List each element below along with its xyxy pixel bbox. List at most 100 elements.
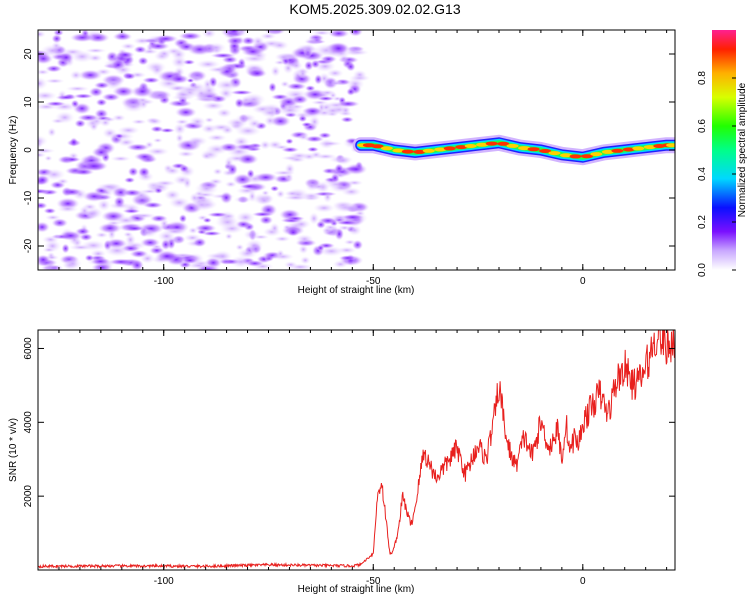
signal-hotspot (497, 141, 510, 146)
heatmap-cell (131, 212, 157, 219)
signal-hotspot (569, 154, 582, 159)
heatmap-cell (112, 32, 133, 41)
heatmap-cell (130, 259, 144, 270)
heatmap-cell (123, 177, 136, 184)
signal-hotspot (653, 144, 666, 148)
heatmap-cell (206, 134, 227, 142)
heatmap-cell (248, 190, 257, 203)
heatmap-cell (256, 195, 272, 206)
y-tick-label: -10 (23, 190, 34, 205)
heatmap-cell (140, 188, 159, 194)
heatmap-cell (270, 40, 289, 51)
heatmap-cell (131, 119, 147, 125)
heatmap-cell (160, 238, 171, 251)
heatmap-cell (338, 255, 357, 261)
signal-hotspot (392, 148, 405, 153)
heatmap-cell (324, 106, 342, 116)
heatmap-cell (340, 105, 351, 116)
signal-hotspot (539, 149, 552, 153)
heatmap-cell (174, 118, 190, 125)
heatmap-cell (253, 172, 278, 183)
signal-hotspot (401, 149, 414, 154)
heatmap-cell (137, 56, 149, 66)
x-tick-label: -50 (366, 276, 381, 287)
heatmap-cell (133, 152, 156, 162)
colorbar: 0.0 0.2 0.4 0.6 0.8 Normalized spectral ampl… (697, 30, 748, 277)
heatmap-cell (45, 64, 63, 73)
colorbar-tick-label: 0.4 (697, 167, 708, 181)
heatmap-cell (276, 249, 285, 258)
heatmap-cell (187, 136, 202, 149)
heatmap-cell (38, 148, 56, 154)
heatmap-cell (219, 191, 233, 205)
heatmap-cell (43, 207, 57, 214)
heatmap-cell (316, 96, 335, 102)
heatmap-cell (215, 215, 240, 229)
snr-ticks: -100 -50 0 2000 4000 6000 (23, 330, 675, 587)
heatmap-cell (142, 201, 164, 209)
heatmap-cell (127, 166, 139, 177)
heatmap-cell (202, 101, 225, 111)
heatmap-cell (120, 42, 136, 50)
heatmap-cell (179, 164, 190, 173)
heatmap-cell (38, 202, 48, 210)
heatmap-cell (177, 150, 195, 158)
heatmap-cell (348, 30, 363, 37)
heatmap-cell (101, 116, 117, 123)
heatmap-cell (69, 137, 79, 147)
heatmap-cell (322, 191, 333, 203)
heatmap-cell (233, 196, 252, 204)
heatmap-cell (251, 35, 265, 47)
heatmap-cell (182, 176, 192, 190)
heatmap-cell (233, 143, 260, 151)
heatmap-cell (313, 203, 335, 213)
signal-hotspot (590, 152, 603, 157)
heatmap-cell (113, 215, 139, 226)
spectrogram-ylabel: Frequency (Hz) (8, 116, 19, 185)
heatmap-cell (298, 244, 309, 255)
heatmap-cell (56, 178, 70, 185)
heatmap-cell (90, 257, 111, 266)
heatmap-cell (318, 246, 345, 257)
heatmap-cell (304, 37, 322, 46)
heatmap-cell (57, 205, 79, 213)
heatmap-cell (97, 199, 111, 212)
heatmap-cell (269, 222, 280, 234)
heatmap-cell (122, 100, 145, 113)
heatmap-cell (288, 152, 310, 160)
heatmap-cell (207, 212, 229, 218)
heatmap-cell (210, 52, 236, 59)
heatmap-cell (122, 188, 143, 197)
heatmap-cell (225, 36, 245, 46)
heatmap-cell (112, 85, 135, 98)
colorbar-ticks: 0.0 0.2 0.4 0.6 0.8 (697, 71, 736, 277)
heatmap-cell (77, 113, 100, 122)
heatmap-cell (38, 254, 51, 265)
heatmap-cell (295, 234, 314, 244)
signal-hotspot (434, 147, 447, 152)
colorbar-tick-label: 0.0 (697, 263, 708, 277)
heatmap-cell (329, 183, 353, 193)
snr-xlabel: Height of straight line (km) (298, 584, 415, 595)
heatmap-cell (269, 30, 280, 34)
heatmap-cell (346, 87, 356, 96)
heatmap-cell (305, 180, 319, 192)
heatmap-cell (207, 66, 230, 73)
heatmap-cell (340, 116, 355, 123)
heatmap-cell (140, 253, 155, 264)
snr-ylabel: SNR (10 * v/v) (8, 418, 19, 482)
heatmap-cell (38, 174, 51, 186)
snr-series-line (38, 330, 675, 570)
signal-hotspot (422, 148, 435, 153)
signal-hotspot (518, 146, 531, 151)
heatmap-cell (302, 106, 324, 117)
heatmap-cell (108, 258, 134, 266)
heatmap-cell (63, 156, 81, 163)
heatmap-cell (216, 108, 233, 118)
y-tick-label: 0 (23, 147, 34, 153)
heatmap-cell (273, 235, 291, 242)
heatmap-cell (51, 218, 69, 228)
x-tick-label: -50 (366, 576, 381, 587)
signal-hotspot (611, 148, 624, 153)
